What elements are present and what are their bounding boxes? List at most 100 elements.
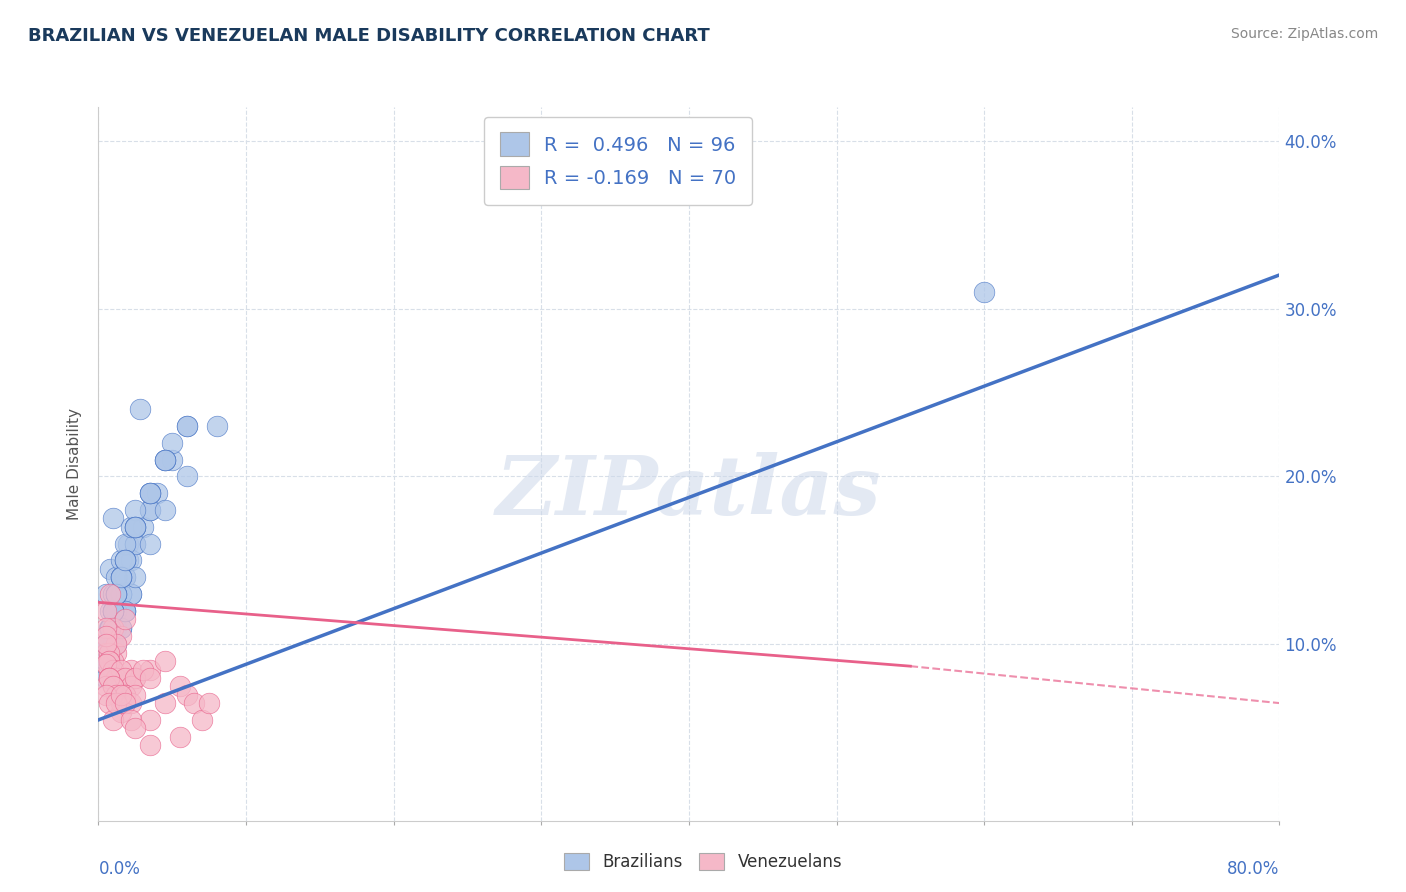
Point (153, 654, 176, 668)
Point (94, 604, 117, 618)
Point (103, 713, 125, 727)
Point (114, 570, 136, 584)
Point (94, 657, 117, 672)
Point (162, 435, 183, 450)
Point (120, 587, 142, 601)
Point (124, 503, 146, 517)
Point (114, 604, 136, 618)
Point (124, 536, 146, 550)
Point (120, 679, 142, 693)
Point (117, 553, 139, 567)
Point (98, 621, 121, 635)
Point (169, 679, 191, 693)
Point (110, 705, 132, 719)
Point (110, 570, 132, 584)
Point (132, 663, 155, 677)
Point (103, 637, 125, 651)
Point (153, 452, 176, 467)
Point (98, 621, 121, 635)
Point (153, 696, 176, 710)
Point (103, 604, 125, 618)
Point (94, 654, 117, 668)
Point (103, 621, 125, 635)
Point (124, 520, 146, 534)
Point (114, 688, 136, 702)
Point (103, 604, 125, 618)
Point (103, 511, 125, 525)
Point (94, 646, 117, 660)
Point (146, 486, 169, 500)
Point (103, 654, 125, 668)
Point (198, 696, 221, 710)
Point (94, 587, 117, 601)
Text: ZIPatlas: ZIPatlas (496, 452, 882, 533)
Point (124, 520, 146, 534)
Point (110, 629, 132, 643)
Point (139, 486, 162, 500)
Point (105, 587, 128, 601)
Point (103, 663, 125, 677)
Point (124, 671, 146, 685)
Point (110, 587, 132, 601)
Point (103, 604, 125, 618)
Point (114, 612, 136, 626)
Point (94, 637, 117, 651)
Text: Source: ZipAtlas.com: Source: ZipAtlas.com (1230, 27, 1378, 41)
Point (110, 570, 132, 584)
Point (105, 604, 128, 618)
Point (105, 587, 128, 601)
Point (105, 688, 128, 702)
Point (94, 637, 117, 651)
Point (176, 419, 198, 434)
Point (103, 663, 125, 677)
Point (120, 713, 142, 727)
Point (105, 604, 128, 618)
Legend: Brazilians, Venezuelans: Brazilians, Venezuelans (555, 845, 851, 880)
Point (110, 679, 132, 693)
Point (105, 696, 128, 710)
Point (97, 671, 120, 685)
Point (114, 671, 136, 685)
Point (103, 604, 125, 618)
Point (98, 562, 121, 576)
Point (114, 688, 136, 702)
Point (103, 663, 125, 677)
Point (114, 604, 136, 618)
Point (124, 721, 146, 735)
Point (153, 503, 176, 517)
Point (110, 621, 132, 635)
Point (124, 520, 146, 534)
Point (97, 654, 120, 668)
Point (120, 520, 142, 534)
Point (139, 738, 162, 752)
Point (114, 553, 136, 567)
Point (97, 663, 120, 677)
Point (114, 604, 136, 618)
Point (205, 419, 228, 434)
Point (105, 688, 128, 702)
Point (103, 637, 125, 651)
Text: BRAZILIAN VS VENEZUELAN MALE DISABILITY CORRELATION CHART: BRAZILIAN VS VENEZUELAN MALE DISABILITY … (28, 27, 710, 45)
Point (139, 503, 162, 517)
Point (103, 679, 125, 693)
Point (114, 553, 136, 567)
Point (110, 663, 132, 677)
Point (94, 637, 117, 651)
Point (97, 654, 120, 668)
Text: 0.0%: 0.0% (98, 860, 141, 878)
Point (98, 621, 121, 635)
Point (105, 671, 128, 685)
Point (128, 402, 150, 417)
Point (103, 621, 125, 635)
Point (94, 688, 117, 702)
Point (120, 587, 142, 601)
Point (98, 621, 121, 635)
Point (105, 621, 128, 635)
Point (98, 621, 121, 635)
Point (110, 570, 132, 584)
Point (120, 696, 142, 710)
Point (176, 419, 198, 434)
Point (120, 553, 142, 567)
Point (110, 621, 132, 635)
Point (97, 621, 120, 635)
